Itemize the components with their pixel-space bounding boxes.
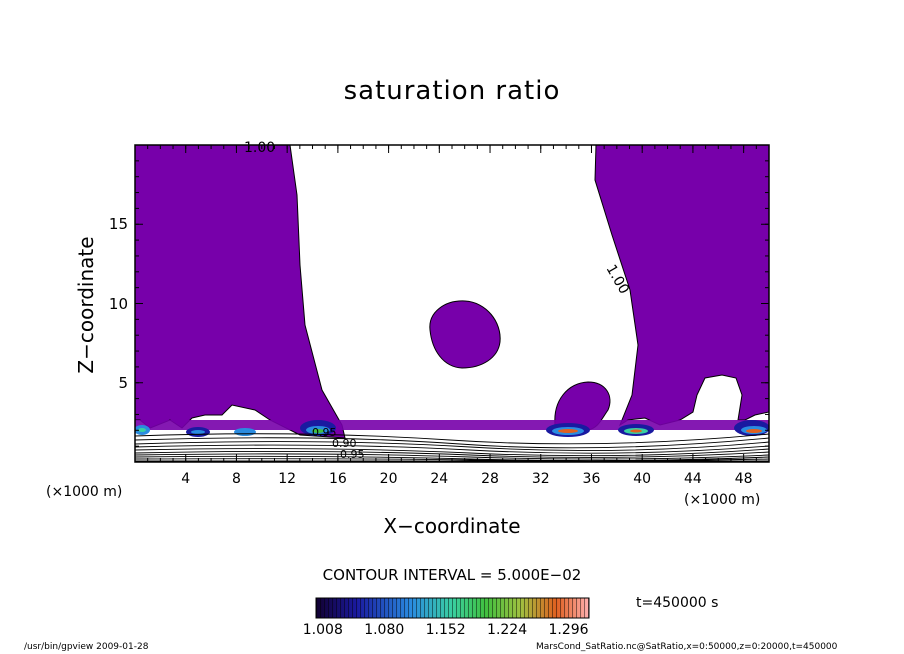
- x-tick-label: 36: [582, 471, 601, 487]
- contour-interval: CONTOUR INTERVAL = 5.000E−02: [322, 566, 582, 584]
- chart-title: saturation ratio: [343, 76, 561, 106]
- x-unit-label-left: (×1000 m): [46, 484, 123, 500]
- x-tick-label: 40: [633, 471, 652, 487]
- colorbar-tick-label: 1.152: [425, 622, 466, 638]
- colorbar-stripes: [316, 598, 589, 618]
- x-tick-label: 4: [181, 471, 191, 487]
- time-label: t=450000 s: [636, 595, 719, 611]
- surface-contours: [135, 433, 769, 462]
- x-tick-label: 48: [734, 471, 753, 487]
- x-tick-label: 16: [328, 471, 347, 487]
- contour-label: 0.95: [340, 448, 365, 461]
- y-tick-marks: [135, 144, 769, 463]
- x-tick-label: 24: [430, 471, 449, 487]
- contour-label: 0.90: [332, 437, 357, 450]
- contour-label: 0.95: [312, 426, 337, 439]
- colorbar-tick-label: 1.224: [487, 622, 528, 638]
- y-tick-label: 5: [118, 373, 128, 392]
- colorbar-tick-label: 1.080: [364, 622, 405, 638]
- right-supersaturated-region: [594, 145, 769, 427]
- left-supersaturated-region: [135, 145, 346, 439]
- colorbar-tick-label: 1.296: [548, 622, 589, 638]
- x-tick-label: 20: [379, 471, 398, 487]
- x-tick-label: 44: [683, 471, 702, 487]
- footer-source: MarsCond_SatRatio.nc@SatRatio,x=0:50000,…: [536, 642, 838, 652]
- hotspots: [135, 420, 769, 437]
- colorbar-tick-label: 1.008: [302, 622, 343, 638]
- x-tick-label: 28: [481, 471, 499, 487]
- x-tick-marks: [134, 145, 770, 462]
- footer-program: /usr/bin/gpview 2009-01-28: [24, 642, 149, 652]
- x-tick-label: 32: [531, 471, 550, 487]
- x-axis-label: X−coordinate: [383, 514, 521, 538]
- x-unit-label-right: (×1000 m): [684, 492, 761, 508]
- y-axis-label: Z−coordinate: [74, 236, 98, 374]
- x-tick-label: 8: [231, 471, 241, 487]
- y-tick-label: 10: [108, 294, 128, 313]
- x-tick-label: 12: [278, 471, 297, 487]
- contour-label: 1.00: [244, 140, 275, 156]
- central-supersaturated-blob: [429, 300, 501, 369]
- y-tick-label: 15: [108, 215, 128, 234]
- plot-area: [135, 145, 769, 462]
